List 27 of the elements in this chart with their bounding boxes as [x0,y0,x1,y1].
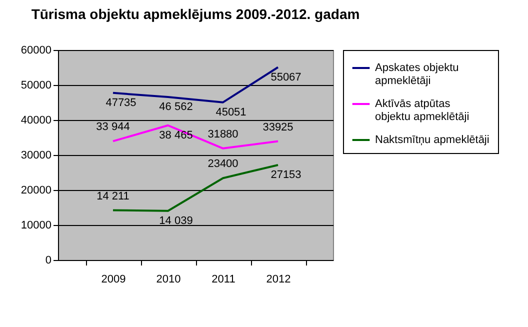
data-label: 47735 [106,96,136,109]
data-label: 27153 [270,168,302,181]
data-label: 33 944 [96,121,130,134]
y-tick-label: 30000 [20,150,52,162]
data-label: 23400 [208,158,238,170]
data-label: 55067 [270,71,302,84]
data-label: 14 039 [159,214,193,227]
y-tick-label: 50000 [20,80,52,92]
legend-label: Aktīvās atpūtas objektu apmeklētāji [375,98,470,123]
y-tick-label: 10000 [20,220,52,232]
legend-label: Naktsmītņu apmeklētāji [375,134,490,146]
x-tick-label: 2009 [101,274,126,286]
chart-title: Tūrisma objektu apmeklējums 2009.-2012. gadam [31,6,360,22]
x-tick-label: 2011 [212,274,236,286]
data-label: 46 562 [159,101,193,114]
data-label: 31880 [208,128,238,140]
y-tick-label: 40000 [20,114,52,126]
data-label: 14 211 [96,190,130,202]
x-tick-label: 2012 [266,274,291,286]
data-label: 38 465 [159,129,193,142]
y-tick-label: 60000 [20,44,52,56]
y-tick-label: 20000 [20,184,52,196]
x-tick-label: 2010 [156,274,181,286]
y-tick-label: 0 [45,254,52,266]
legend-label: Apskates objektu apmeklētāji [375,62,459,87]
data-label: 33925 [262,121,294,134]
data-label: 45051 [216,106,246,118]
